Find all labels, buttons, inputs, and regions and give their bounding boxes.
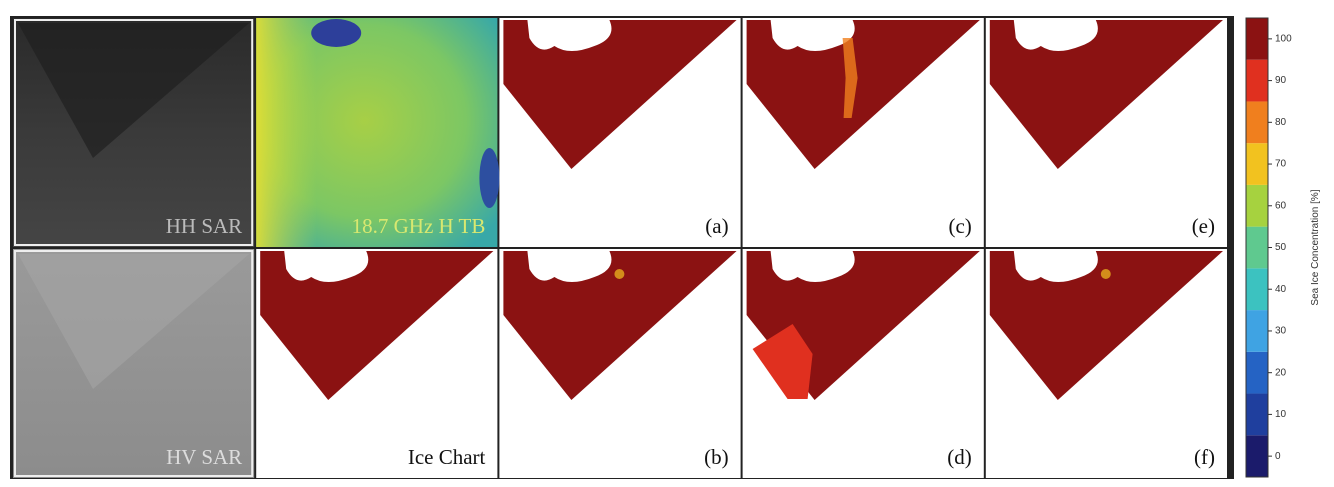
- colorbar-bin: [1246, 18, 1268, 60]
- panel: Ice Chart: [256, 249, 497, 478]
- colorbar-tick-label: 80: [1275, 117, 1287, 128]
- panel: (b): [499, 249, 740, 478]
- colorbar-bin: [1246, 394, 1268, 436]
- colorbar-tick-label: 20: [1275, 367, 1287, 378]
- panel: HV SAR: [13, 249, 254, 478]
- panel-label: (e): [1192, 214, 1215, 238]
- colorbar-tick-label: 100: [1275, 34, 1292, 45]
- colorbar-tick-label: 0: [1275, 451, 1281, 462]
- colorbar-bin: [1246, 143, 1268, 185]
- panel-label: HV SAR: [166, 445, 242, 469]
- colorbar-bin: [1246, 268, 1268, 310]
- colorbar-tick-label: 70: [1275, 159, 1287, 170]
- low-ice: [1101, 269, 1111, 279]
- panel: (c): [743, 18, 984, 247]
- panel-label: 18.7 GHz H TB: [352, 214, 486, 238]
- colorbar-bin: [1246, 227, 1268, 269]
- panel-label: HH SAR: [166, 214, 242, 238]
- colorbar-bin: [1246, 101, 1268, 143]
- figure: HH SAR 18.7 GHz H TB (a) (c) (e) HV SAR Ice Ch…: [0, 0, 1334, 487]
- panel: (f): [986, 249, 1227, 478]
- colorbar-bin: [1246, 185, 1268, 227]
- low-ice: [614, 269, 624, 279]
- panel-label: (a): [705, 214, 728, 238]
- panel: (d): [743, 249, 984, 478]
- tb-low: [311, 19, 361, 47]
- panel: (e): [986, 18, 1227, 247]
- tb-low: [479, 148, 499, 208]
- colorbar-bin: [1246, 60, 1268, 102]
- panel-label: Ice Chart: [408, 445, 486, 469]
- colorbar-bin: [1246, 352, 1268, 394]
- panel-label: (b): [704, 445, 729, 469]
- colorbar-bin: [1246, 435, 1268, 477]
- colorbar-tick-label: 30: [1275, 326, 1287, 337]
- colorbar-tick-label: 40: [1275, 284, 1287, 295]
- panel-label: (d): [947, 445, 972, 469]
- colorbar-tick-label: 60: [1275, 200, 1287, 211]
- colorbar-label: Sea Ice Concentration [%]: [1310, 189, 1321, 305]
- colorbar-tick-label: 10: [1275, 409, 1287, 420]
- panel: HH SAR: [13, 18, 254, 247]
- colorbar-tick-label: 50: [1275, 242, 1287, 253]
- colorbar-bin: [1246, 310, 1268, 352]
- panel-label: (f): [1194, 445, 1215, 469]
- tb-left: [256, 18, 497, 247]
- colorbar-tick-label: 90: [1275, 75, 1287, 86]
- panel: 18.7 GHz H TB: [256, 18, 499, 247]
- panel-label: (c): [948, 214, 971, 238]
- panel: (a): [499, 18, 740, 247]
